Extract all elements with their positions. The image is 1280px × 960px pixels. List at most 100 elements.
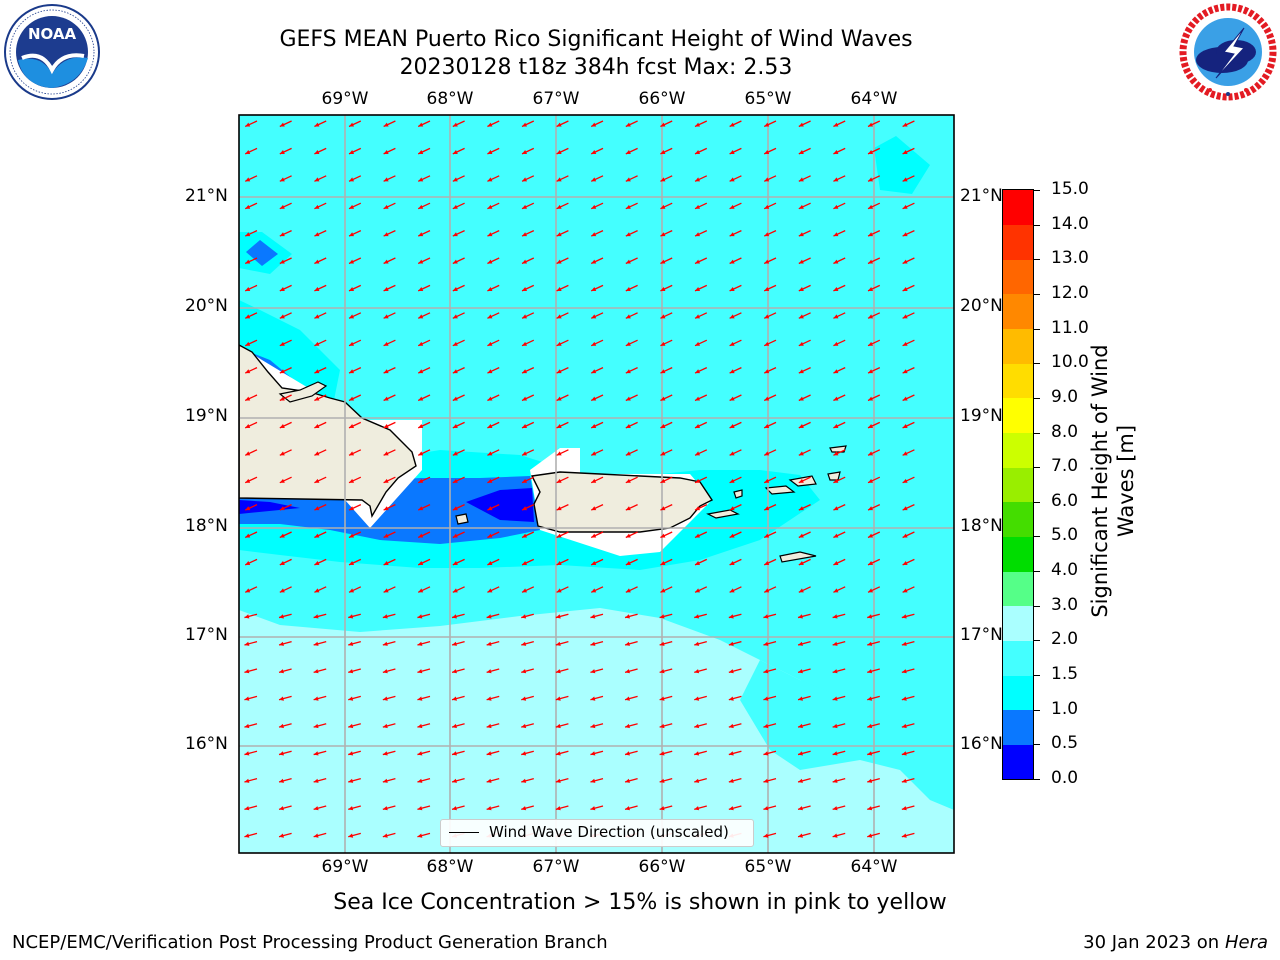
wave-direction-arrow xyxy=(452,230,465,237)
wave-direction-arrow xyxy=(867,147,881,155)
wave-direction-arrow xyxy=(901,832,915,838)
colorbar-tick-label: 8.0 xyxy=(1051,421,1079,442)
wave-direction-arrow xyxy=(556,175,569,182)
wave-direction-arrow xyxy=(417,640,431,646)
wave-direction-arrow xyxy=(555,805,569,811)
colorbar-tick-label: 1.5 xyxy=(1051,664,1079,685)
wave-direction-arrow xyxy=(590,449,604,456)
wave-direction-arrow xyxy=(556,339,569,347)
colorbar-tick-label: 7.0 xyxy=(1051,456,1079,477)
wave-direction-arrow xyxy=(763,339,777,347)
wave-direction-arrow xyxy=(313,668,327,674)
wave-direction-arrow xyxy=(867,230,881,237)
wave-direction-arrow xyxy=(660,230,673,237)
wave-direction-arrow xyxy=(867,695,880,701)
wave-direction-arrow xyxy=(314,558,327,566)
wave-direction-arrow xyxy=(590,120,604,128)
wave-direction-arrow xyxy=(417,339,431,347)
field-band-east xyxy=(740,660,954,810)
wave-direction-arrow xyxy=(313,832,327,838)
wave-direction-arrow xyxy=(902,284,915,292)
wave-direction-arrow xyxy=(244,832,258,838)
wave-direction-arrow xyxy=(729,586,742,593)
wave-direction-arrow xyxy=(521,147,535,155)
lon-label-bottom: 69°W xyxy=(321,857,369,877)
lat-label-right: 16°N xyxy=(960,734,1002,754)
colorbar-ticks: 0.0 0.5 1.0 1.5 2.0 3.0 4.0 5.0 6.0 7.0 8.0 9.0 10.0… xyxy=(1034,0,1104,960)
colorbar-segment xyxy=(1003,605,1033,641)
wave-direction-arrow xyxy=(348,394,362,402)
wave-direction-arrow xyxy=(278,640,292,646)
wave-direction-arrow xyxy=(244,120,258,128)
wave-direction-arrow xyxy=(763,558,777,566)
wave-direction-arrow xyxy=(867,421,881,429)
wave-direction-arrow xyxy=(452,531,465,539)
wave-direction-arrow xyxy=(798,257,811,265)
wave-direction-arrow xyxy=(555,668,569,674)
wave-direction-arrow xyxy=(279,339,292,347)
wave-direction-arrow xyxy=(797,695,811,701)
wave-direction-arrow xyxy=(486,805,500,811)
wave-direction-arrow xyxy=(417,230,431,237)
wave-direction-arrow xyxy=(556,367,569,374)
wave-direction-arrow xyxy=(417,613,431,619)
wave-direction-arrow xyxy=(729,284,742,292)
wave-direction-arrow xyxy=(729,367,742,374)
wave-direction-arrow xyxy=(556,449,569,456)
wave-direction-arrow xyxy=(798,476,811,484)
wave-direction-arrow xyxy=(452,476,465,484)
wave-direction-arrow xyxy=(659,777,673,783)
wave-direction-arrow xyxy=(555,723,569,729)
wave-direction-arrow xyxy=(694,723,707,729)
wave-direction-arrow xyxy=(867,777,880,783)
wave-direction-arrow xyxy=(763,257,777,265)
wave-direction-arrow xyxy=(901,640,915,646)
wave-direction-arrow xyxy=(556,558,569,566)
map-frame xyxy=(238,114,955,854)
colorbar-tick-mark xyxy=(1034,571,1040,573)
wave-direction-arrow xyxy=(660,476,673,484)
wave-direction-arrow xyxy=(382,777,396,783)
wave-direction-arrow xyxy=(348,531,362,539)
wave-direction-arrow xyxy=(729,312,742,319)
wave-direction-arrow xyxy=(487,339,500,347)
wave-direction-arrow xyxy=(728,723,742,729)
wave-direction-arrow xyxy=(383,586,396,593)
wave-direction-arrow xyxy=(590,202,604,210)
wave-direction-arrow xyxy=(452,339,465,347)
wave-direction-arrow xyxy=(694,120,708,128)
wave-direction-arrow xyxy=(279,175,292,182)
wave-direction-arrow xyxy=(451,723,465,729)
wave-direction-arrow xyxy=(659,750,673,756)
wave-direction-arrow xyxy=(383,367,396,374)
wave-direction-arrow xyxy=(487,476,500,484)
wave-direction-arrow xyxy=(487,257,500,265)
wave-direction-arrow xyxy=(313,695,327,701)
wave-direction-arrow xyxy=(590,394,604,402)
wave-direction-arrow xyxy=(279,257,292,265)
lat-labels-right: 21°N 20°N 19°N 18°N 17°N 16°N xyxy=(958,0,1002,960)
wave-direction-arrow xyxy=(624,805,638,811)
wave-direction-arrow xyxy=(832,640,846,646)
wave-direction-arrow xyxy=(555,777,569,783)
wave-direction-arrow xyxy=(763,750,777,756)
lon-label-top: 68°W xyxy=(426,89,474,109)
wave-direction-arrow xyxy=(763,284,777,292)
wave-direction-arrow xyxy=(833,175,846,182)
wave-direction-arrow xyxy=(314,230,327,237)
chart-title: GEFS MEAN Puerto Rico Significant Height… xyxy=(279,27,913,52)
wave-direction-arrow xyxy=(867,558,881,566)
colorbar-tick-mark xyxy=(1034,224,1040,226)
wave-direction-arrow xyxy=(521,257,535,265)
wave-direction-arrow xyxy=(487,202,500,210)
wave-direction-arrow xyxy=(279,230,292,237)
wave-direction-arrow xyxy=(521,449,535,456)
wave-direction-arrow xyxy=(383,394,396,402)
wave-direction-arrow xyxy=(659,805,673,811)
wave-direction-arrow xyxy=(902,202,915,210)
colorbar-tick-mark xyxy=(1034,744,1040,746)
wave-direction-arrow xyxy=(244,504,258,511)
wave-direction-arrow xyxy=(660,558,673,566)
wave-direction-arrow xyxy=(659,613,673,619)
wave-direction-arrow xyxy=(763,147,777,155)
